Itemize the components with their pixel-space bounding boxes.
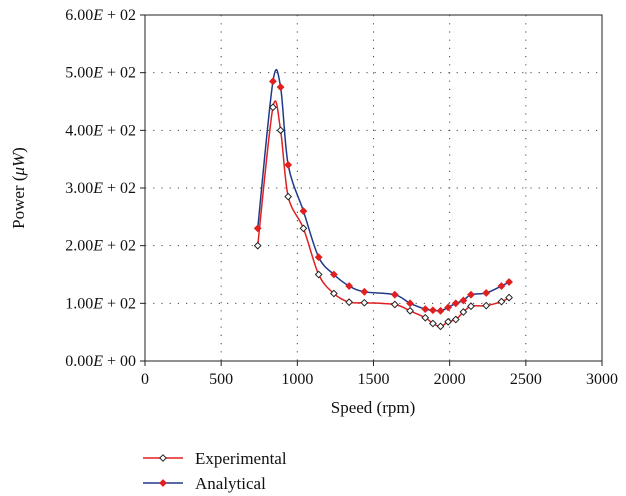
data-point-experimental xyxy=(436,322,445,331)
data-point-analytical xyxy=(451,299,460,308)
data-point-experimental xyxy=(269,103,277,112)
data-point-analytical xyxy=(497,282,506,290)
data-point-analytical xyxy=(253,224,262,233)
data-point-experimental xyxy=(276,126,285,135)
data-point-experimental xyxy=(505,293,513,302)
y-tick-label: 5.00E + 02 xyxy=(65,65,136,82)
data-point-analytical xyxy=(314,253,323,262)
data-point-analytical xyxy=(329,270,338,279)
data-point-experimental xyxy=(482,301,491,310)
data-point-experimental xyxy=(299,224,308,233)
y-tick-label: 1.00E + 02 xyxy=(65,295,136,312)
data-point-experimental xyxy=(421,313,430,322)
data-point-experimental xyxy=(451,315,460,324)
x-tick-label: 0 xyxy=(141,371,149,388)
data-point-analytical xyxy=(345,282,354,290)
y-tick-label: 2.00E + 02 xyxy=(65,238,136,255)
data-point-experimental xyxy=(253,241,262,250)
data-point-analytical xyxy=(436,306,445,315)
x-tick-label: 1000 xyxy=(281,371,313,388)
data-point-analytical xyxy=(505,278,513,286)
data-point-experimental xyxy=(284,192,293,201)
data-point-experimental xyxy=(497,297,506,306)
data-point-analytical xyxy=(299,207,308,215)
y-tick-label: 4.00E + 02 xyxy=(65,122,136,139)
series-line-analytical xyxy=(256,68,510,312)
data-point-analytical xyxy=(284,161,293,169)
data-point-analytical xyxy=(390,290,399,299)
data-point-analytical xyxy=(444,303,453,312)
data-point-analytical xyxy=(429,306,437,315)
x-tick-label: 500 xyxy=(209,371,233,388)
x-axis-label: Speed (rpm) xyxy=(331,398,416,417)
data-point-experimental xyxy=(429,319,437,328)
legend-marker-analytical xyxy=(159,479,167,487)
data-point-experimental xyxy=(314,270,323,279)
data-point-analytical xyxy=(269,77,277,86)
legend-marker-experimental xyxy=(159,454,167,462)
data-point-experimental xyxy=(467,302,475,311)
x-tick-label: 1500 xyxy=(358,371,390,388)
legend-label-analytical: Analytical xyxy=(195,474,266,493)
data-point-analytical xyxy=(421,305,430,314)
y-tick-label: 3.00E + 02 xyxy=(65,180,136,197)
x-tick-label: 2500 xyxy=(510,371,542,388)
axis-ticks: 0 500 1000 1500 2000 2500 3000 0.00E + 00 1.00E … xyxy=(65,7,618,388)
data-point-experimental xyxy=(329,289,338,298)
data-point-experimental xyxy=(360,298,369,307)
series-layer xyxy=(253,68,513,331)
data-point-experimental xyxy=(406,306,414,315)
legend-label-experimental: Experimental xyxy=(195,449,287,468)
grid xyxy=(145,15,602,361)
data-point-analytical xyxy=(406,299,414,308)
y-tick-label: 0.00E + 00 xyxy=(65,353,136,370)
data-point-analytical xyxy=(459,296,468,305)
data-point-analytical xyxy=(467,290,475,299)
data-point-experimental xyxy=(345,298,354,307)
x-tick-label: 2000 xyxy=(434,371,466,388)
y-axis-label: Power (μW) xyxy=(9,147,28,229)
y-tick-label: 6.00E + 02 xyxy=(65,7,136,24)
data-point-experimental xyxy=(390,300,399,309)
data-point-analytical xyxy=(360,287,369,296)
data-point-experimental xyxy=(444,317,453,326)
data-point-analytical xyxy=(482,289,491,297)
x-tick-label: 3000 xyxy=(586,371,618,388)
data-point-experimental xyxy=(459,308,468,316)
data-point-analytical xyxy=(276,83,285,91)
legend: Experimental Analytical xyxy=(143,449,287,493)
